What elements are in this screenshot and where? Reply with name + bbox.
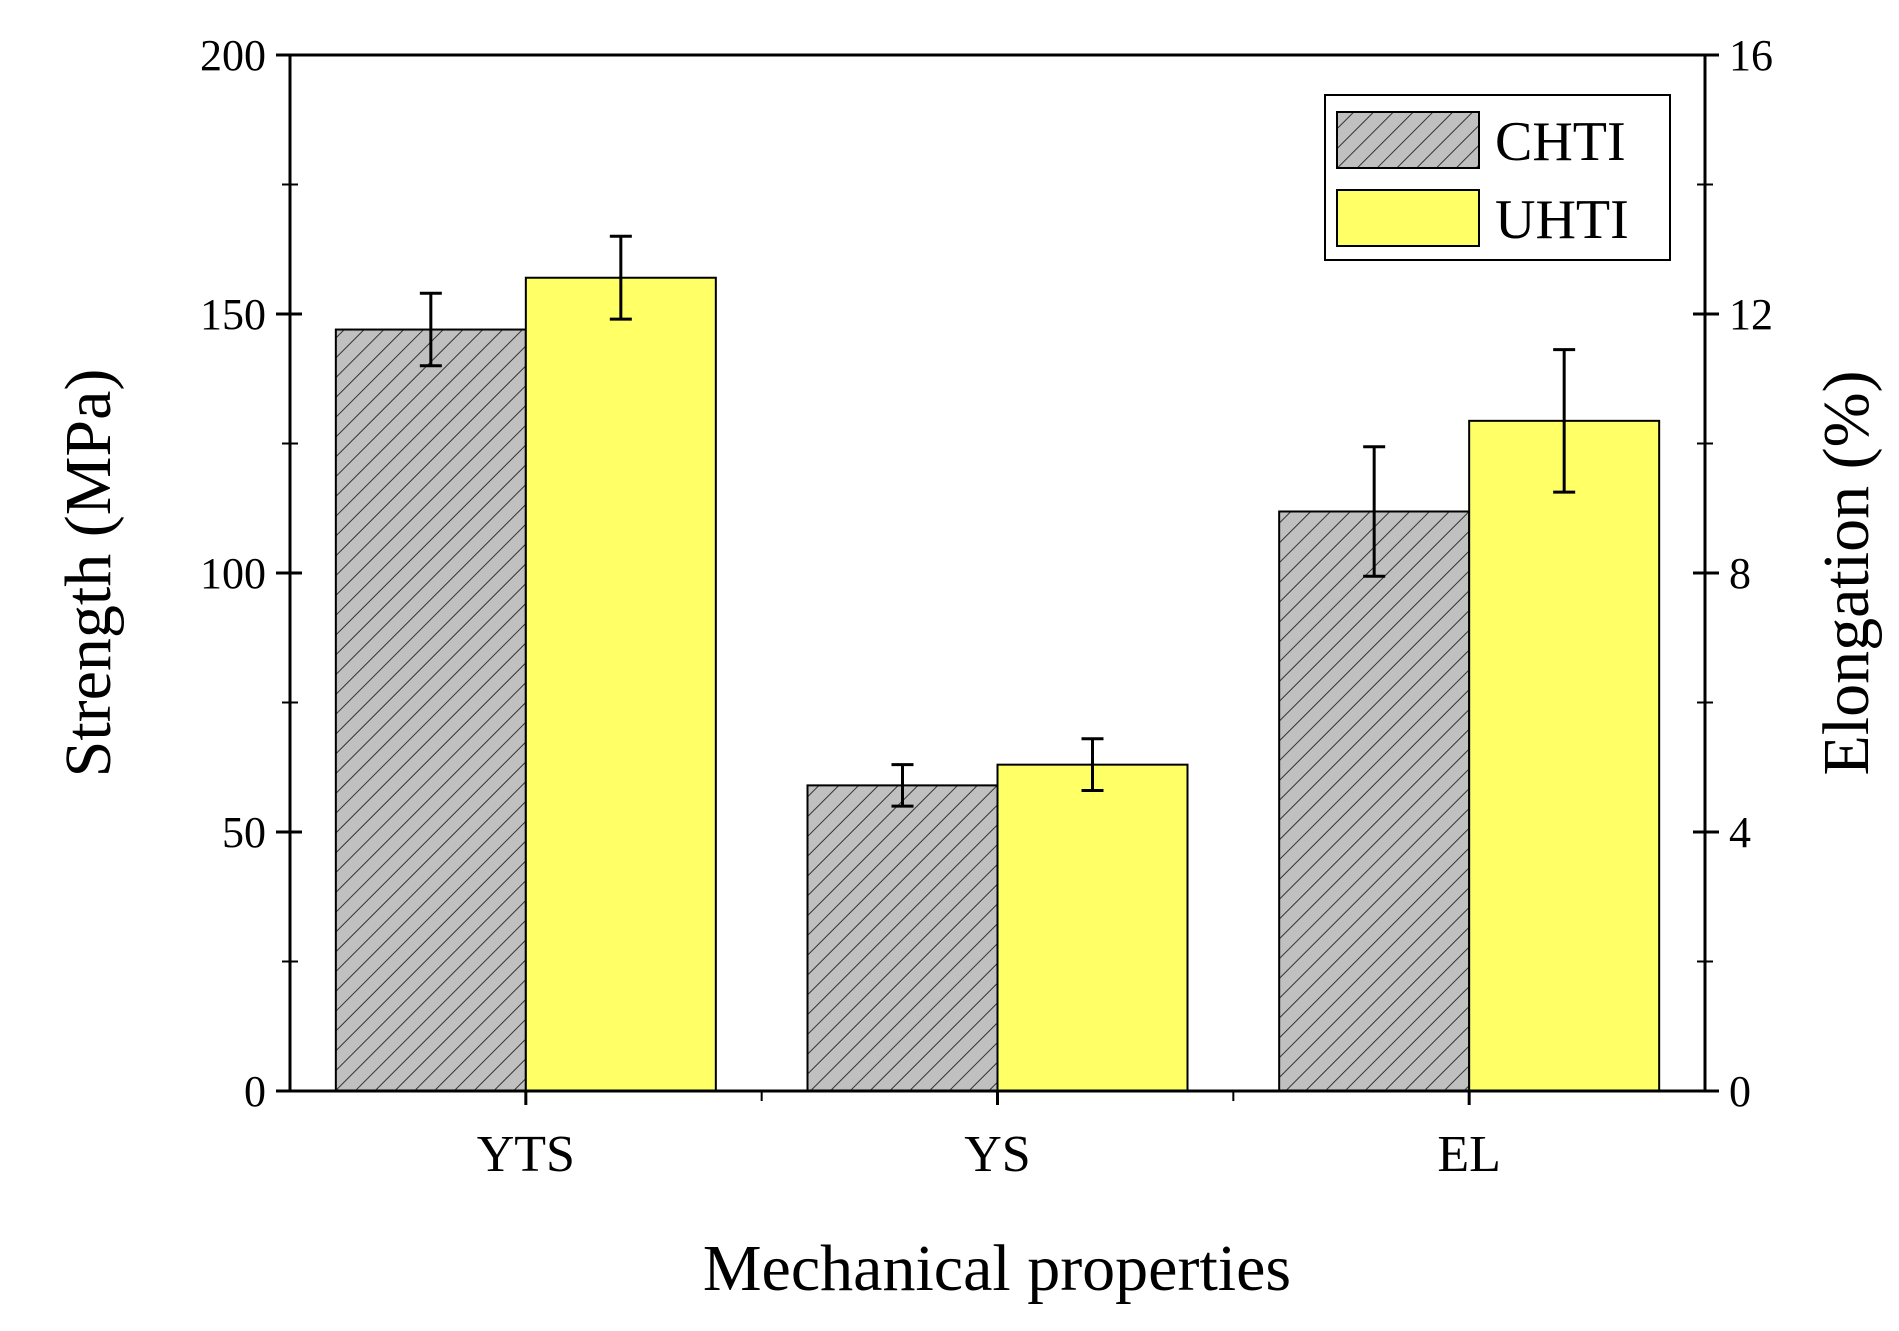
y2-tick-label: 8 xyxy=(1729,549,1751,598)
y-tick-label: 150 xyxy=(200,290,266,339)
legend-label-chti: CHTI xyxy=(1495,111,1626,173)
x-axis: YTS YS EL xyxy=(477,1091,1501,1183)
y2-axis-title: Elongation (%) xyxy=(1810,370,1883,775)
y-tick-label: 50 xyxy=(222,808,266,857)
error-bar-chti-ys xyxy=(891,763,914,808)
error-bar-uhti-el xyxy=(1553,348,1576,494)
error-bar-uhti-yts xyxy=(609,234,632,321)
legend-swatch-uhti xyxy=(1336,189,1480,247)
y-tick-label: 200 xyxy=(200,31,266,80)
x-tick-label: EL xyxy=(1437,1126,1501,1183)
bar-chti-el xyxy=(1278,510,1471,1092)
x-tick-label: YTS xyxy=(477,1126,575,1183)
y-axis-title: Strength (MPa) xyxy=(52,369,125,778)
right-y-axis: 0 4 8 12 16 xyxy=(1693,31,1773,1116)
error-bars-layer xyxy=(419,234,1576,808)
error-bar-chti-yts xyxy=(419,291,442,368)
bar-chti-ys xyxy=(806,784,999,1092)
error-bar-chti-el xyxy=(1363,445,1386,578)
x-axis-title: Mechanical properties xyxy=(703,1232,1291,1305)
y2-tick-label: 4 xyxy=(1729,808,1751,857)
left-y-axis: 0 50 100 150 200 xyxy=(200,31,302,1116)
error-bar-uhti-ys xyxy=(1081,737,1104,793)
bar-uhti-yts xyxy=(524,276,717,1092)
y-tick-label: 0 xyxy=(244,1067,266,1116)
x-tick-label: YS xyxy=(964,1126,1030,1183)
y-tick-label: 100 xyxy=(200,549,266,598)
legend: CHTI UHTI xyxy=(1324,94,1671,261)
y2-tick-label: 16 xyxy=(1729,31,1773,80)
bar-uhti-ys xyxy=(996,763,1189,1092)
legend-label-uhti: UHTI xyxy=(1495,189,1629,251)
bar-chti-yts xyxy=(334,328,527,1093)
legend-swatch-chti xyxy=(1336,111,1480,169)
bar-uhti-el xyxy=(1468,419,1661,1092)
bars-layer xyxy=(334,276,1661,1093)
y2-tick-label: 0 xyxy=(1729,1067,1751,1116)
y2-tick-label: 12 xyxy=(1729,290,1773,339)
